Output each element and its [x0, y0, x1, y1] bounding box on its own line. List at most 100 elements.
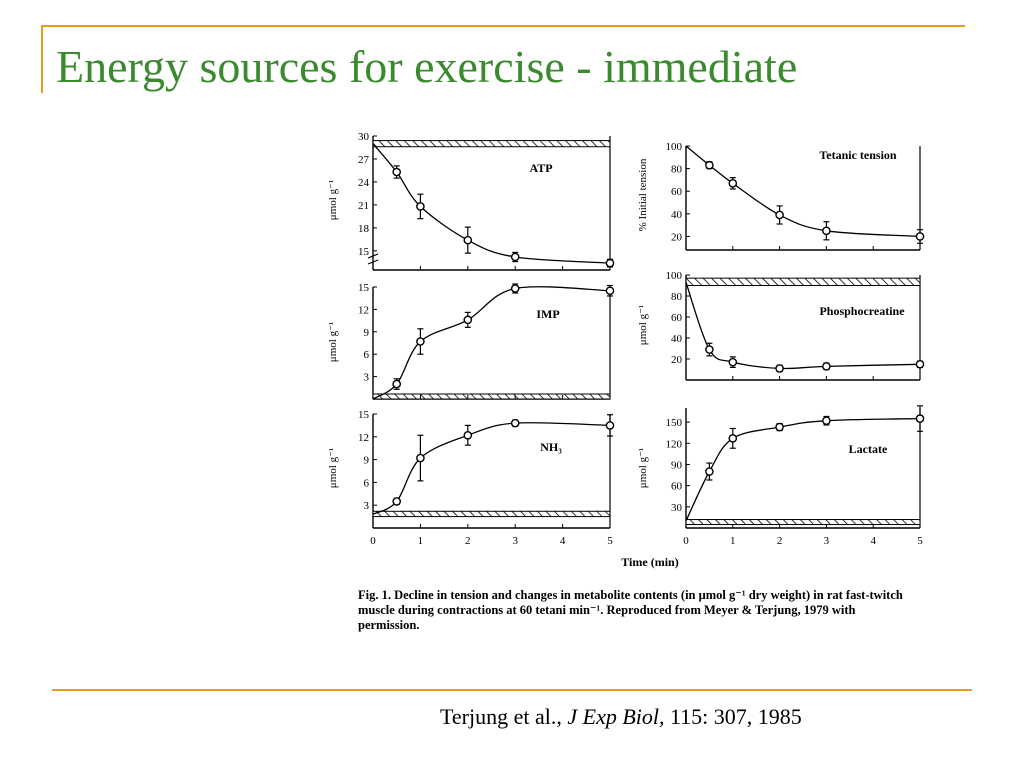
lactate-control-band: [685, 519, 921, 526]
atp-y-tick-label: 27: [358, 154, 370, 166]
atp-data-point: [392, 167, 402, 177]
citation-ref: 115: 307, 1985: [664, 704, 802, 729]
panel-tension: 20 40 60 80 100 Tetanic tension % Initial tens…: [637, 141, 925, 251]
atp-data-point: [605, 258, 615, 268]
atp-y-tick-label: 15: [358, 246, 370, 258]
figure-caption: Fig. 1. Decline in tension and changes i…: [358, 588, 903, 632]
atp-series-label: ATP: [529, 161, 552, 175]
atp-axis-break: [367, 259, 379, 265]
nh3-y-tick-label: 15: [358, 409, 370, 421]
lactate-y-axis-label: μmol g⁻¹: [637, 448, 649, 488]
lactate-x-tick-label: 4: [870, 535, 876, 547]
lactate-y-tick-label: 30: [671, 502, 683, 514]
nh3-x-tick-label: 4: [560, 535, 566, 547]
imp-data-point: [392, 379, 402, 389]
imp-series-label: IMP: [536, 307, 559, 321]
imp-y-tick-label: 9: [364, 327, 370, 339]
tension-data-point: [705, 160, 714, 170]
lactate-curve: [685, 417, 921, 522]
x-axis-label: Time (min): [621, 555, 678, 569]
atp-y-tick-label: 18: [358, 223, 370, 235]
slide-frame-left-line: [41, 25, 43, 93]
lactate-x-tick-label: 2: [777, 535, 783, 547]
tension-data-point: [728, 179, 738, 188]
nh3-y-tick-label: 3: [364, 500, 370, 512]
panel-imp: 3 6 9 12 15 IMP μmol g⁻¹: [327, 282, 615, 400]
lactate-y-tick-label: 60: [671, 481, 683, 493]
nh3-x-tick-label: 3: [512, 535, 518, 547]
tension-y-tick-label: 20: [671, 231, 683, 243]
lactate-data-point: [728, 434, 738, 443]
nh3-y-axis-label: μmol g⁻¹: [327, 448, 339, 488]
atp-axis-break: [367, 253, 379, 259]
atp-y-axis-label: μmol g⁻¹: [327, 180, 339, 220]
tension-series-label: Tetanic tension: [819, 148, 897, 162]
imp-y-tick-label: 3: [364, 372, 370, 384]
atp-control-band: [372, 140, 611, 148]
nh3-data-point: [510, 418, 520, 428]
nh3-data-point: [605, 421, 615, 430]
nh3-data-point: [392, 497, 402, 506]
nh3-data-point: [463, 430, 473, 440]
imp-data-point: [605, 286, 615, 296]
atp-y-tick-label: 21: [358, 200, 369, 212]
lactate-data-point: [915, 414, 925, 423]
imp-y-axis-label: μmol g⁻¹: [327, 322, 339, 362]
lactate-data-point: [775, 422, 784, 432]
lactate-y-tick-label: 90: [671, 459, 683, 471]
lactate-x-tick-label: 3: [824, 535, 830, 547]
lactate-data-point: [822, 416, 831, 426]
pcr-data-point: [822, 362, 831, 371]
imp-curve: [372, 286, 611, 400]
nh3-control-band: [372, 510, 611, 518]
slide-frame-top-line: [41, 25, 965, 27]
imp-control-band: [372, 393, 611, 400]
pcr-control-band: [685, 277, 921, 286]
citation-authors: Terjung et al.,: [440, 704, 568, 729]
nh3-x-tick-label: 5: [607, 535, 613, 547]
imp-y-tick-label: 15: [358, 282, 370, 294]
tension-y-tick-label: 80: [671, 164, 683, 176]
citation: Terjung et al., J Exp Biol, 115: 307, 19…: [440, 704, 802, 730]
tension-y-tick-label: 60: [671, 186, 683, 198]
pcr-curve: [685, 282, 921, 370]
imp-data-point: [416, 337, 425, 346]
nh3-y-tick-label: 9: [364, 455, 370, 467]
tension-y-axis-label: % Initial tension: [637, 158, 649, 231]
lactate-series-label: Lactate: [849, 442, 888, 456]
atp-y-tick-label: 24: [358, 177, 370, 189]
tension-y-tick-label: 40: [671, 209, 683, 221]
nh3-series-label: NH₃: [540, 440, 562, 454]
pcr-series-label: Phosphocreatine: [819, 304, 905, 318]
imp-data-point: [510, 284, 520, 293]
nh3-curve: [372, 422, 611, 515]
tension-y-tick-label: 100: [666, 141, 683, 153]
slide-title: Energy sources for exercise - immediate: [56, 41, 798, 92]
tension-data-point: [822, 226, 831, 236]
atp-data-point: [510, 252, 520, 262]
nh3-x-tick-label: 1: [418, 535, 424, 547]
panel-lactate: 30 60 90 120 150 0 1 2 3 4 5 Lactate μmol g⁻¹: [637, 405, 925, 547]
panel-atp: 15 18 21 24 27 30 ATP μmol g⁻¹: [327, 131, 615, 271]
lactate-x-tick-label: 0: [683, 535, 689, 547]
atp-data-point: [463, 235, 473, 245]
imp-y-tick-label: 12: [358, 304, 369, 316]
pcr-y-tick-label: 100: [666, 270, 683, 282]
atp-y-tick-label: 30: [358, 131, 370, 143]
lactate-data-point: [705, 467, 714, 476]
atp-data-point: [416, 202, 425, 211]
lactate-y-tick-label: 150: [666, 417, 683, 429]
nh3-y-tick-label: 6: [364, 477, 370, 489]
pcr-data-point: [915, 359, 925, 369]
lactate-x-tick-label: 1: [730, 535, 736, 547]
pcr-data-point: [775, 364, 784, 373]
atp-curve: [372, 143, 611, 264]
pcr-y-tick-label: 60: [671, 312, 683, 324]
nh3-x-tick-label: 0: [370, 535, 376, 547]
panel-pcr: 20 40 60 80 100 Phosphocreatine μmol g⁻¹: [637, 270, 925, 381]
pcr-data-point: [705, 345, 714, 354]
nh3-y-tick-label: 12: [358, 432, 369, 444]
nh3-data-point: [416, 453, 425, 463]
